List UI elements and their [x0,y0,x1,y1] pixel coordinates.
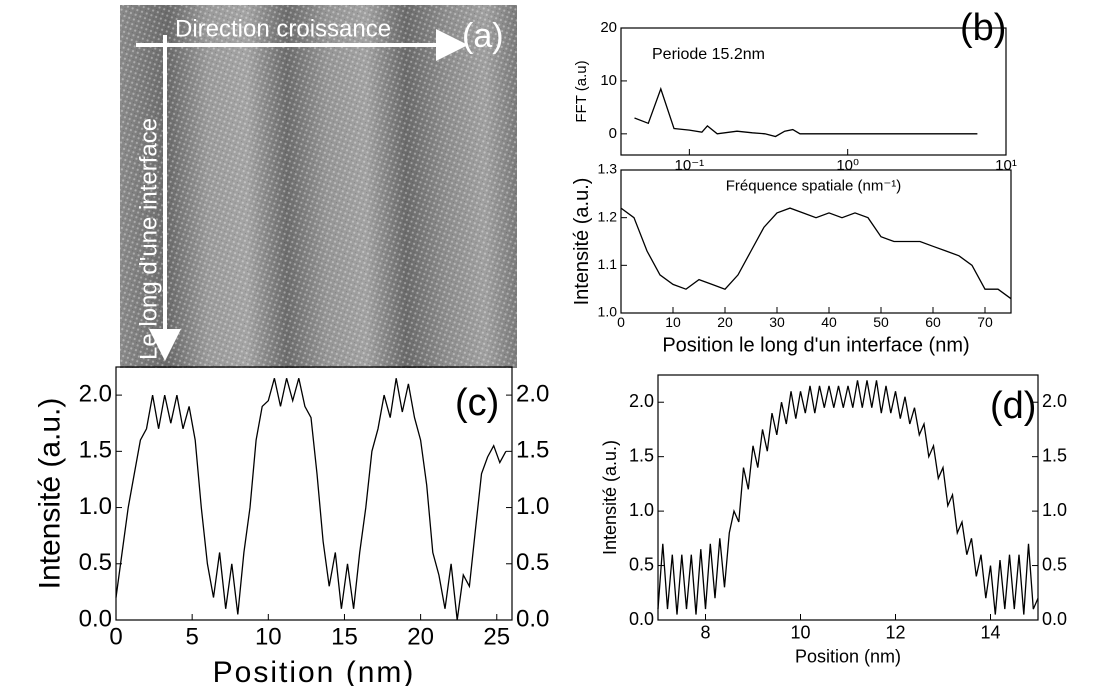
y-tick-label-right: 2.0 [516,380,549,407]
x-tick-label: 70 [977,314,993,330]
x-tick-label: 15 [331,623,358,650]
x-tick-label: 30 [769,314,785,330]
y-tick-label-right: 0.0 [1042,609,1067,629]
y-tick-label: 1.0 [79,493,112,520]
y-axis-label: FFT (a.u) [573,60,590,122]
y-tick-label: 1.2 [598,208,618,224]
y-tick-label: 2.0 [629,391,654,411]
x-tick-label: 10⁰ [836,157,859,174]
panel-label: (b) [960,7,1006,49]
x-tick-label: 0 [109,623,122,650]
y-tick-label: 20 [600,19,617,36]
x-tick-label: 20 [717,314,733,330]
y-tick-label: 0.0 [629,609,654,629]
x-axis-label: Position (nm) [213,656,416,686]
panel-label: (d) [990,385,1036,427]
panel-label: (a) [462,17,504,55]
y-tick-label: 1.1 [598,256,618,272]
x-tick-label: 14 [980,622,1000,642]
y-tick-label-right: 2.0 [1042,391,1067,411]
x-tick-label: 0 [617,314,625,330]
y-tick-label: 0.5 [79,549,112,576]
y-tick-label: 0.5 [629,554,654,574]
data-line [657,380,1039,615]
x-tick-label: 10 [790,622,810,642]
x-axis-label: Position le long d'un interface (nm) [662,334,969,356]
y-tick-label-right: 0.5 [516,549,549,576]
y-axis-label: Intensité (a.u.) [34,398,67,590]
y-axis-label: Intensité (a.u.) [600,440,620,555]
x-tick-label: 10 [255,623,282,650]
x-tick-label: 40 [821,314,837,330]
arrow-label: Le long d'une interface [135,118,162,360]
y-tick-label-right: 1.0 [1042,500,1067,520]
micrograph-lattice [120,5,517,368]
y-tick-label: 2.0 [79,380,112,407]
x-tick-label: 20 [407,623,434,650]
x-tick-label: 25 [483,623,510,650]
image-panel: Direction croissance (a) Le long d'une i… [120,5,517,368]
y-tick-label-right: 1.5 [1042,445,1067,465]
plot-frame [115,366,513,621]
y-tick-label: 1.0 [629,500,654,520]
y-tick-label-right: 0.5 [1042,554,1067,574]
plot-frame [657,374,1039,621]
y-tick-label: 0 [609,125,617,142]
x-tick-label: 60 [925,314,941,330]
x-tick-label: 10¹ [995,157,1017,174]
x-tick-label: 8 [700,622,710,642]
y-tick-label: 1.5 [79,437,112,464]
data-line [620,207,1012,300]
plot-frame [620,169,1012,314]
y-tick-label-right: 1.5 [516,437,549,464]
x-tick-label: 50 [873,314,889,330]
y-tick-label: 10 [600,72,617,89]
y-tick-label: 1.5 [629,445,654,465]
x-axis-label: Position (nm) [795,647,901,667]
data-line [115,378,507,621]
x-tick-label: 12 [885,622,905,642]
x-tick-label: 10 [665,314,681,330]
data-line [634,86,978,138]
y-tick-label-right: 0.0 [516,605,549,632]
plot-frame [620,27,1007,156]
x-tick-label: 10⁻¹ [675,157,705,174]
y-tick-label: 0.0 [79,605,112,632]
panel-label: (c) [455,382,499,424]
arrow-label: Direction croissance [175,15,391,42]
x-tick-label: 5 [185,623,198,650]
y-tick-label-right: 1.0 [516,493,549,520]
y-tick-label: 1.0 [598,304,618,320]
x-axis-label: Fréquence spatiale (nm⁻¹) [726,177,902,194]
y-axis-label: Intensité (a.u.) [571,178,593,306]
y-tick-label: 1.3 [598,161,618,177]
annotation: Periode 15.2nm [652,46,765,63]
